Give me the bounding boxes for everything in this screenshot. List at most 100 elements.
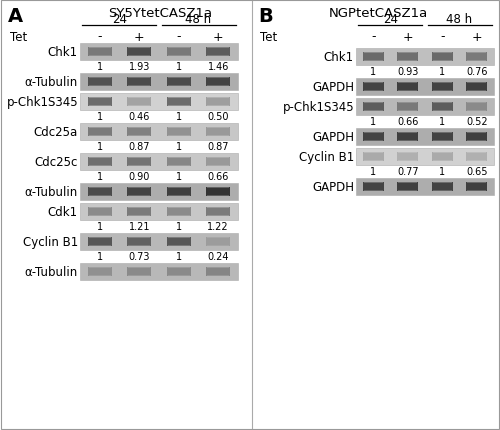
- Bar: [88, 187, 111, 189]
- Bar: [128, 128, 150, 129]
- Text: 1.93: 1.93: [128, 62, 150, 72]
- Bar: [207, 195, 230, 197]
- Bar: [432, 133, 452, 134]
- Bar: [127, 48, 152, 57]
- Bar: [398, 53, 417, 54]
- Text: +: +: [213, 31, 224, 43]
- Bar: [206, 187, 231, 197]
- Bar: [206, 208, 231, 216]
- Bar: [432, 183, 453, 191]
- Bar: [168, 98, 190, 99]
- Bar: [88, 245, 111, 246]
- Bar: [432, 133, 453, 141]
- Bar: [362, 153, 384, 162]
- Text: 1: 1: [96, 112, 103, 122]
- Bar: [207, 98, 230, 99]
- Bar: [127, 187, 152, 197]
- Bar: [128, 267, 150, 269]
- Bar: [398, 153, 417, 154]
- Text: B: B: [258, 7, 273, 26]
- Text: 0.66: 0.66: [397, 117, 418, 127]
- Bar: [88, 215, 111, 216]
- Bar: [398, 61, 417, 62]
- Bar: [166, 187, 191, 197]
- FancyBboxPatch shape: [80, 124, 238, 141]
- Bar: [166, 98, 191, 107]
- Bar: [168, 128, 190, 129]
- Text: 0.73: 0.73: [128, 252, 150, 261]
- Text: Tet: Tet: [10, 31, 27, 43]
- FancyBboxPatch shape: [80, 94, 238, 111]
- Bar: [207, 208, 230, 209]
- Bar: [207, 56, 230, 57]
- Bar: [128, 48, 150, 49]
- Bar: [128, 56, 150, 57]
- Text: 24: 24: [383, 13, 398, 26]
- Bar: [364, 111, 383, 112]
- Bar: [467, 183, 486, 184]
- FancyBboxPatch shape: [80, 44, 238, 61]
- Bar: [398, 190, 417, 191]
- Text: 0.65: 0.65: [466, 166, 487, 177]
- Bar: [397, 153, 418, 162]
- Bar: [364, 103, 383, 104]
- Bar: [207, 158, 230, 159]
- Bar: [432, 61, 452, 62]
- Bar: [398, 133, 417, 134]
- Bar: [466, 53, 487, 62]
- Bar: [128, 106, 150, 107]
- Bar: [128, 215, 150, 216]
- Bar: [88, 56, 111, 57]
- Bar: [467, 111, 486, 112]
- Text: Tet: Tet: [260, 31, 277, 43]
- Text: 0.24: 0.24: [208, 252, 229, 261]
- Bar: [432, 111, 452, 112]
- Bar: [467, 160, 486, 162]
- Bar: [168, 208, 190, 209]
- Bar: [168, 275, 190, 276]
- FancyBboxPatch shape: [356, 79, 494, 96]
- Text: 1: 1: [176, 141, 182, 152]
- Bar: [432, 91, 452, 92]
- Text: α-Tubulin: α-Tubulin: [25, 76, 78, 89]
- Bar: [432, 103, 453, 112]
- Bar: [432, 83, 452, 84]
- Bar: [88, 267, 112, 276]
- Bar: [88, 208, 111, 209]
- Bar: [207, 187, 230, 189]
- Bar: [168, 135, 190, 137]
- Bar: [128, 78, 150, 79]
- Text: 1: 1: [370, 67, 376, 77]
- FancyBboxPatch shape: [80, 154, 238, 171]
- Text: Cyclin B1: Cyclin B1: [23, 236, 78, 249]
- Text: -: -: [371, 31, 376, 43]
- Text: 0.93: 0.93: [397, 67, 418, 77]
- Bar: [364, 183, 383, 184]
- Bar: [467, 91, 486, 92]
- Bar: [364, 160, 383, 162]
- Bar: [88, 275, 111, 276]
- Text: 1: 1: [176, 62, 182, 72]
- Text: 1: 1: [439, 67, 446, 77]
- Bar: [206, 48, 231, 57]
- Bar: [88, 128, 112, 137]
- Bar: [207, 106, 230, 107]
- Text: p-Chk1S345: p-Chk1S345: [6, 96, 78, 109]
- Bar: [168, 245, 190, 246]
- Bar: [88, 267, 111, 269]
- Text: 1: 1: [96, 252, 103, 261]
- Text: p-Chk1S345: p-Chk1S345: [282, 101, 354, 114]
- Bar: [88, 106, 111, 107]
- Bar: [128, 135, 150, 137]
- Bar: [207, 215, 230, 216]
- Bar: [364, 153, 383, 154]
- Bar: [166, 128, 191, 137]
- FancyBboxPatch shape: [80, 233, 238, 250]
- Text: 1: 1: [176, 252, 182, 261]
- Text: 1: 1: [96, 62, 103, 72]
- Bar: [88, 78, 112, 87]
- Bar: [364, 91, 383, 92]
- FancyBboxPatch shape: [80, 184, 238, 200]
- Bar: [466, 153, 487, 162]
- FancyBboxPatch shape: [356, 149, 494, 166]
